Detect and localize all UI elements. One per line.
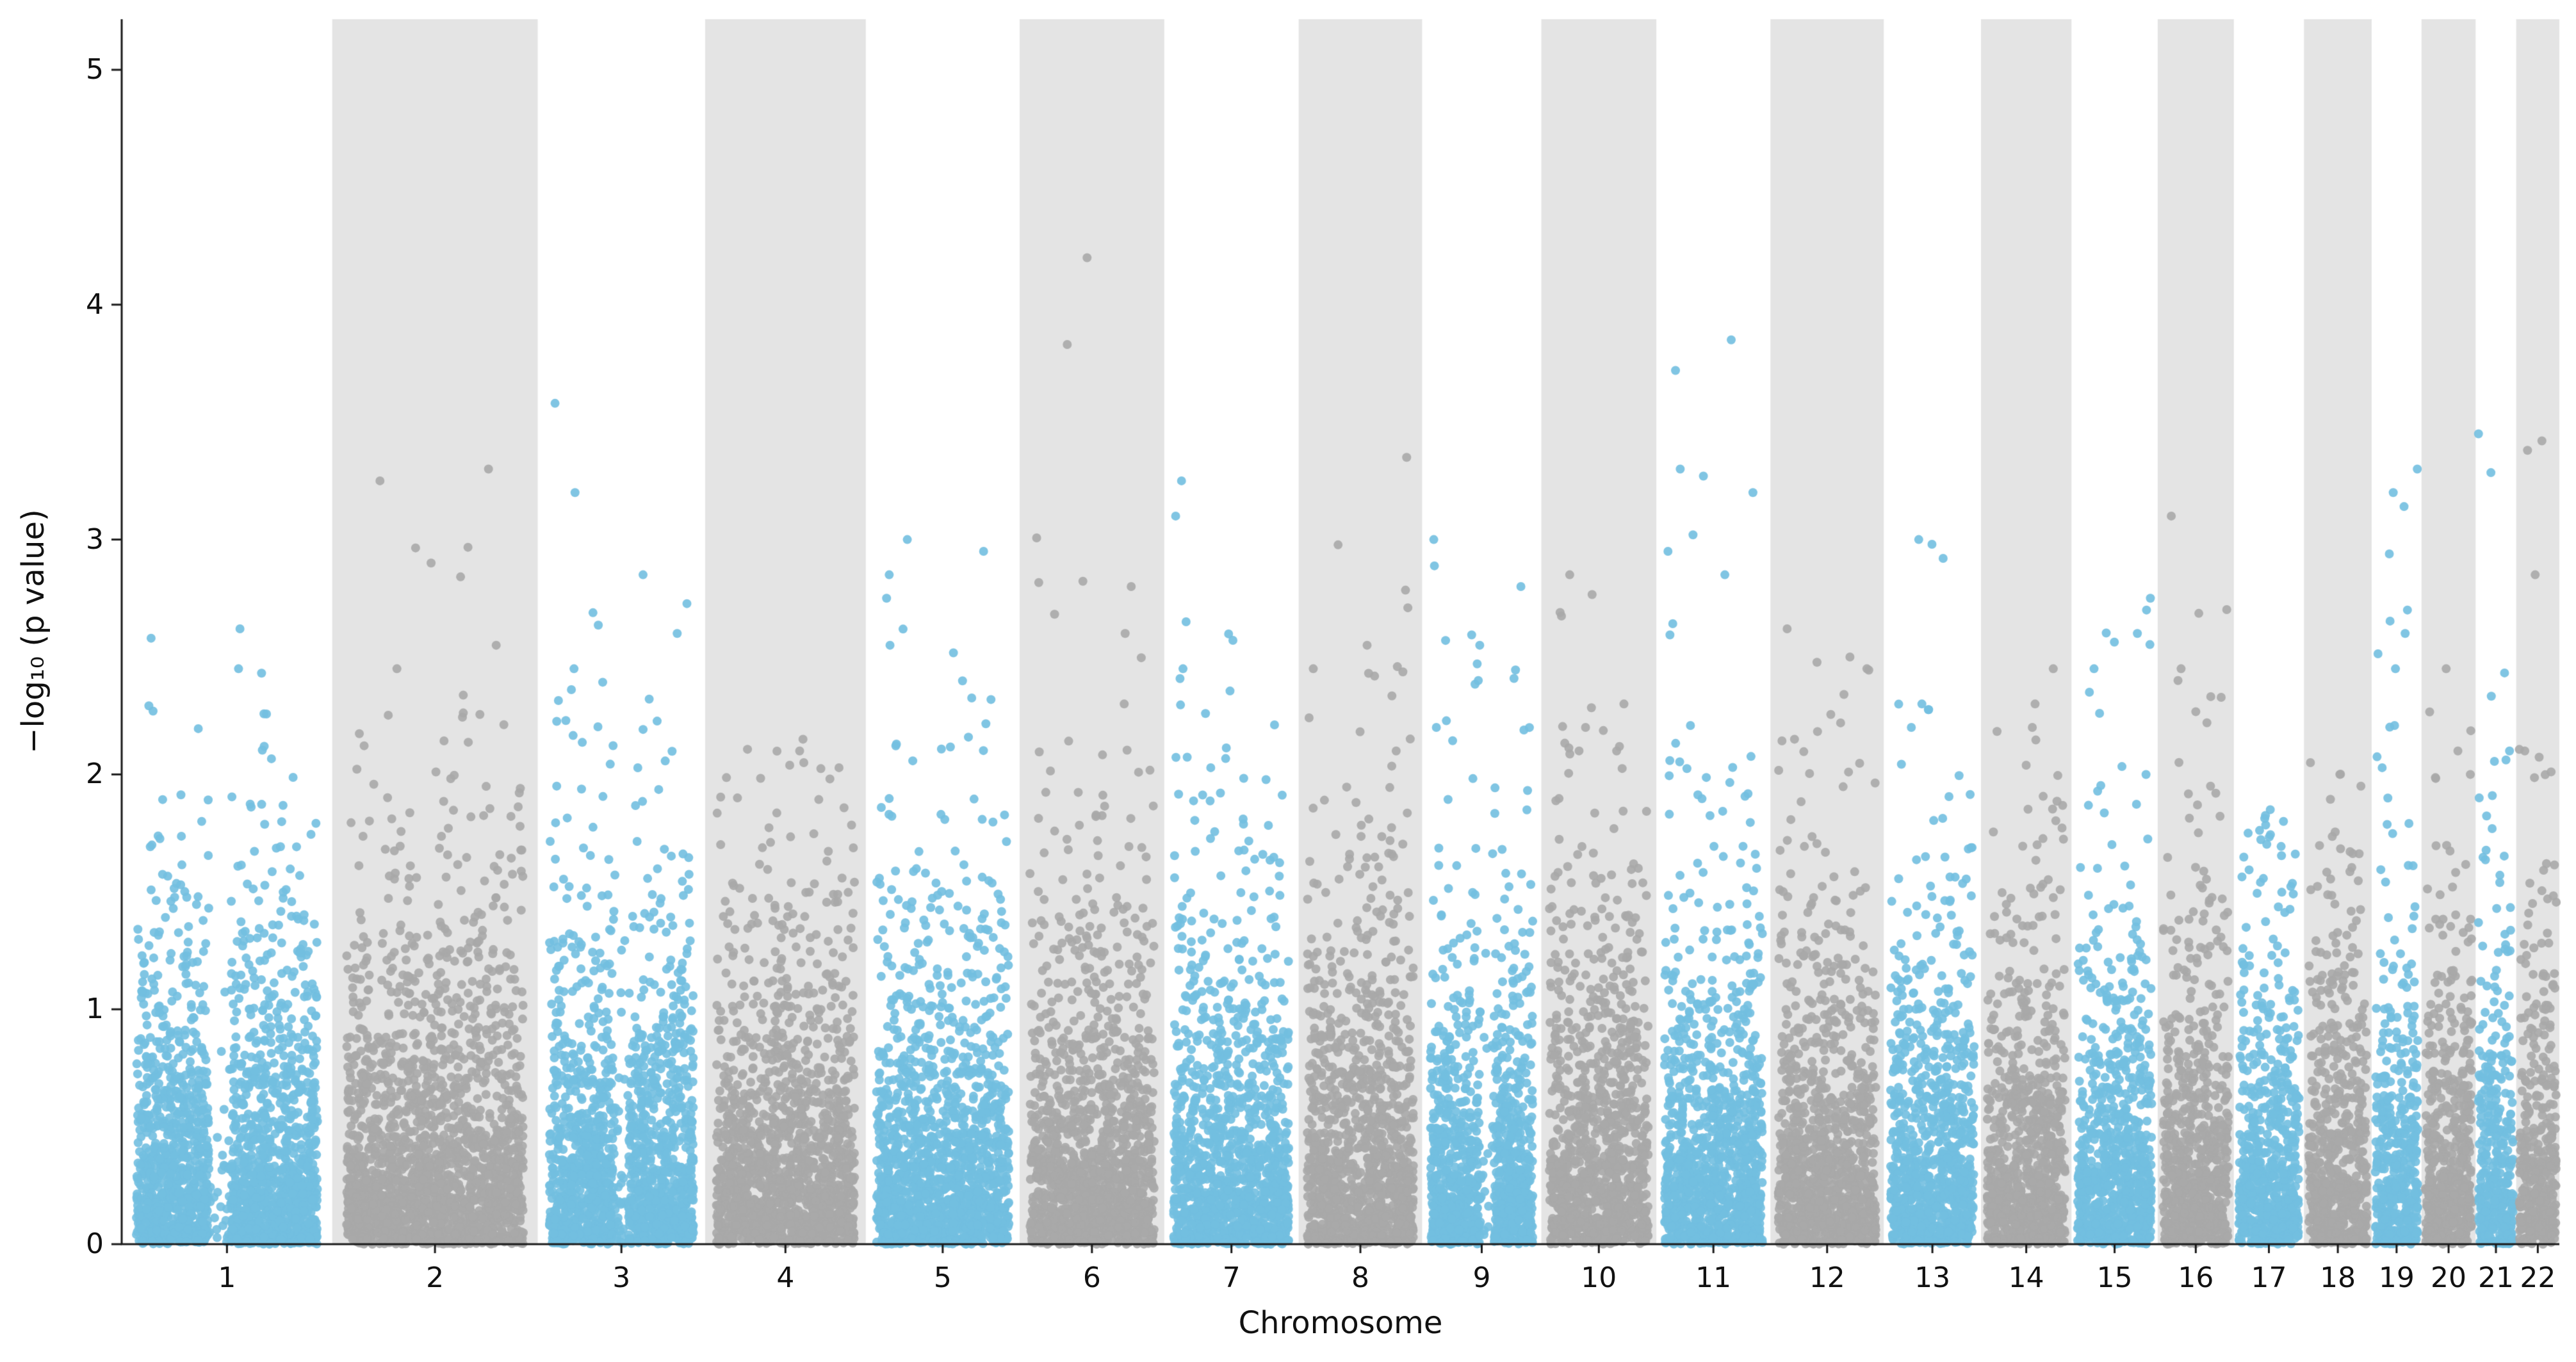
y-axis-label: −log₁₀ (p value) <box>15 509 51 754</box>
x-axis-label: Chromosome <box>1238 1305 1443 1341</box>
